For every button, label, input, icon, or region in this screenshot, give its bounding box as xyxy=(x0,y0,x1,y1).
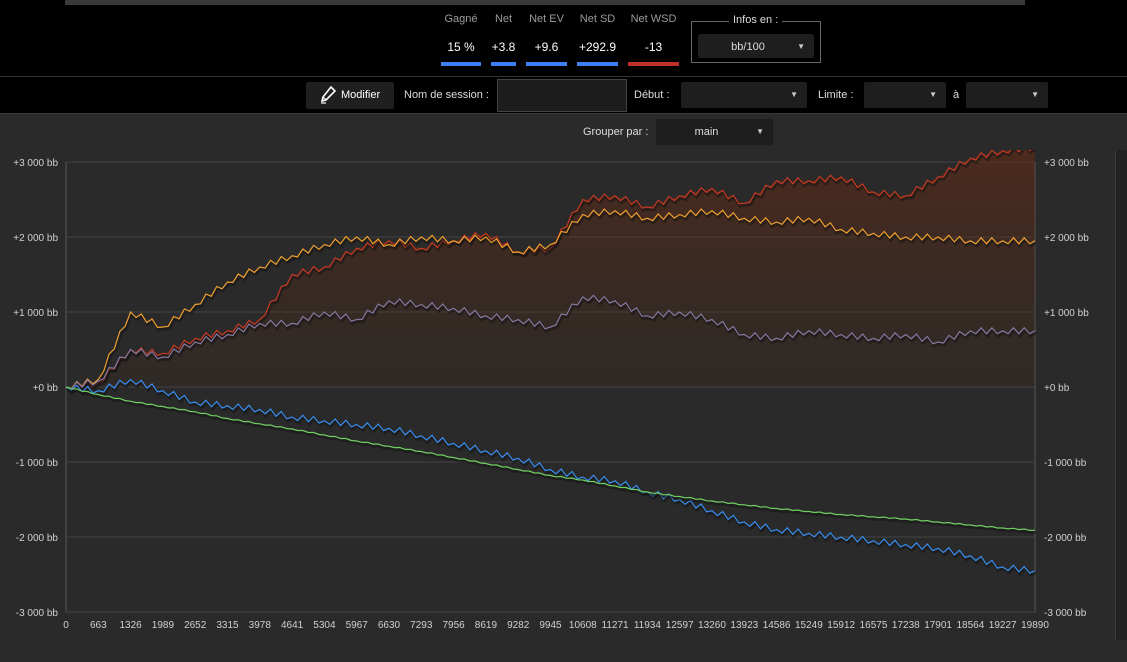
y-tick-label-right: +1 000 bb xyxy=(1044,308,1089,319)
x-tick-label: 10608 xyxy=(569,620,597,631)
limit-dropdown[interactable]: ▼ xyxy=(864,82,946,108)
series-shadow xyxy=(66,387,1037,534)
chevron-down-icon: ▼ xyxy=(756,127,764,136)
stat-net-ev-bar xyxy=(526,62,567,66)
y-tick-label-left: +2 000 bb xyxy=(13,233,58,244)
modify-button[interactable]: Modifier xyxy=(306,82,394,109)
right-scrollbar[interactable] xyxy=(1115,150,1127,640)
series-line xyxy=(65,386,1036,532)
y-tick-label-left: +0 bb xyxy=(33,383,59,394)
x-tick-label: 9945 xyxy=(539,620,562,631)
x-tick-label: 663 xyxy=(90,620,107,631)
series-shadow xyxy=(66,144,1037,394)
series-shadow xyxy=(66,379,1037,577)
infos-title: Infos en : xyxy=(729,14,783,26)
x-tick-label: 19227 xyxy=(989,620,1017,631)
x-tick-label: 5967 xyxy=(346,620,369,631)
stat-net-ev-value: +9.6 xyxy=(534,40,559,54)
stat-won-label: Gagné xyxy=(444,13,478,25)
limit-label: Limite : xyxy=(818,89,854,101)
unit-dropdown-value: bb/100 xyxy=(731,41,765,53)
stat-net-label: Net xyxy=(494,13,513,25)
x-tick-label: 12597 xyxy=(666,620,694,631)
series-shadow xyxy=(66,295,1037,393)
x-tick-label: 2652 xyxy=(184,620,207,631)
y-tick-label-right: -3 000 bb xyxy=(1044,608,1087,619)
x-tick-label: 15912 xyxy=(827,620,855,631)
session-name-input[interactable] xyxy=(497,79,627,112)
x-tick-label: 1989 xyxy=(152,620,175,631)
x-tick-label: 18564 xyxy=(956,620,984,631)
x-tick-label: 6630 xyxy=(378,620,401,631)
results-chart: -3 000 bb -3 000 bb -2 000 bb -2 000 bb -1 0… xyxy=(0,144,1127,657)
stat-net-bar xyxy=(491,62,516,66)
stat-net-value: +3.8 xyxy=(491,40,516,54)
top-scrollbar[interactable] xyxy=(65,0,1025,5)
x-tick-label: 0 xyxy=(63,620,69,631)
group-by-label: Grouper par : xyxy=(583,126,649,138)
chart-svg: -3 000 bb -3 000 bb -2 000 bb -2 000 bb -1 0… xyxy=(13,144,1089,631)
y-tick-label-right: +2 000 bb xyxy=(1044,233,1089,244)
start-label: Début : xyxy=(634,89,670,101)
session-name-label: Nom de session : xyxy=(404,89,489,101)
x-tick-label: 9282 xyxy=(507,620,530,631)
y-tick-label-left: +3 000 bb xyxy=(13,158,58,169)
y-tick-label-left: -3 000 bb xyxy=(16,608,59,619)
chevron-down-icon: ▼ xyxy=(929,90,937,99)
y-tick-label-left: +1 000 bb xyxy=(13,308,58,319)
x-tick-label: 13923 xyxy=(730,620,758,631)
x-tick-label: 17238 xyxy=(892,620,920,631)
to-label: à xyxy=(953,89,960,101)
y-tick-label-right: +0 bb xyxy=(1044,383,1070,394)
y-tick-label-left: -2 000 bb xyxy=(16,533,59,544)
y-tick-label-right: -2 000 bb xyxy=(1044,533,1087,544)
to-dropdown[interactable]: ▼ xyxy=(966,82,1048,108)
stat-won-bar xyxy=(441,62,481,66)
x-tick-label: 4641 xyxy=(281,620,304,631)
x-tick-label: 15249 xyxy=(795,620,823,631)
x-tick-label: 5304 xyxy=(313,620,336,631)
x-tick-label: 7293 xyxy=(410,620,433,631)
x-tick-label: 8619 xyxy=(475,620,498,631)
stat-net-wsd-value: -13 xyxy=(644,40,663,54)
chevron-down-icon: ▼ xyxy=(790,90,798,99)
group-by-value: main xyxy=(694,126,719,138)
stat-net-sd-bar xyxy=(577,62,618,66)
stat-net-sd-label: Net SD xyxy=(579,13,616,25)
unit-dropdown[interactable]: bb/100 ▼ xyxy=(698,34,814,58)
y-tick-label-right: +3 000 bb xyxy=(1044,158,1089,169)
x-tick-label: 1326 xyxy=(119,620,142,631)
x-tick-label: 3978 xyxy=(249,620,272,631)
x-tick-label: 7956 xyxy=(442,620,465,631)
stat-net-ev-label: Net EV xyxy=(529,13,564,25)
x-tick-label: 16575 xyxy=(860,620,888,631)
x-tick-label: 11271 xyxy=(602,620,630,631)
y-tick-label-left: -1 000 bb xyxy=(16,458,59,469)
series-line xyxy=(65,208,1036,390)
chevron-down-icon: ▼ xyxy=(1031,90,1039,99)
x-tick-label: 11934 xyxy=(634,620,662,631)
series-shadow xyxy=(66,208,1037,393)
group-by-dropdown[interactable]: main ▼ xyxy=(656,119,773,145)
x-tick-label: 17901 xyxy=(924,620,952,631)
x-tick-label: 19890 xyxy=(1021,620,1049,631)
stat-won-value: 15 % xyxy=(447,40,475,54)
x-tick-label: 3315 xyxy=(216,620,239,631)
stat-net-wsd-bar xyxy=(628,62,679,66)
chevron-down-icon: ▼ xyxy=(797,42,805,51)
start-dropdown[interactable]: ▼ xyxy=(681,82,807,108)
series-line xyxy=(65,294,1036,390)
stat-net-wsd-label: Net WSD xyxy=(630,13,677,25)
pencil-icon xyxy=(320,86,336,104)
stat-net-sd-value: +292.9 xyxy=(578,40,617,54)
x-tick-label: 14586 xyxy=(763,620,791,631)
series-area xyxy=(66,147,1035,387)
series-line xyxy=(65,378,1036,574)
y-tick-label-right: -1 000 bb xyxy=(1044,458,1087,469)
modify-button-label: Modifier xyxy=(341,89,381,101)
x-tick-label: 13260 xyxy=(698,620,726,631)
